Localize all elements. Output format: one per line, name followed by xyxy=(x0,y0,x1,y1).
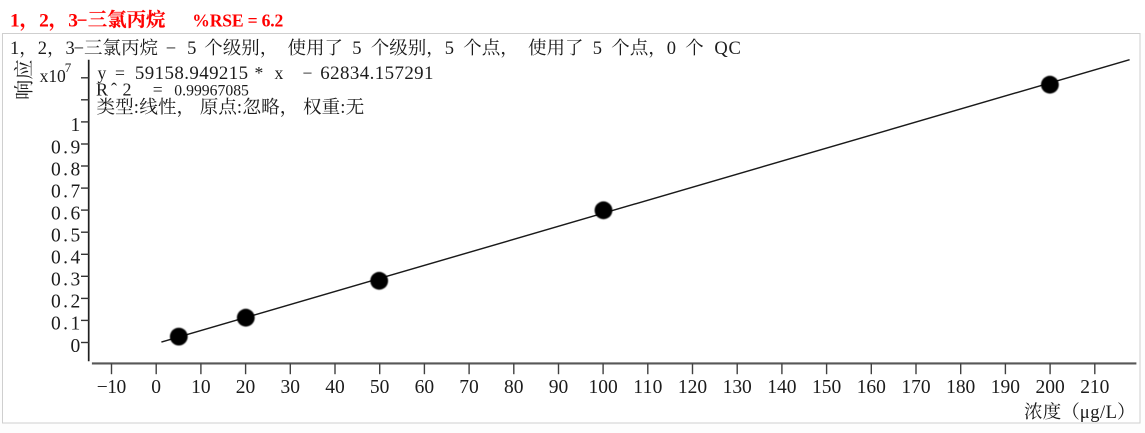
svg-text:7: 7 xyxy=(65,60,72,75)
svg-text:0.4: 0.4 xyxy=(51,248,80,269)
svg-text:0: 0 xyxy=(151,377,161,398)
svg-text:%RSE = 6.2: %RSE = 6.2 xyxy=(192,10,283,30)
svg-text:10: 10 xyxy=(191,377,211,398)
svg-text:70: 70 xyxy=(459,377,479,398)
svg-text:0: 0 xyxy=(667,39,686,59)
svg-text:1: 1 xyxy=(10,39,19,59)
svg-text:0.6: 0.6 xyxy=(51,203,80,224)
svg-text:0.99967085: 0.99967085 xyxy=(174,83,249,100)
svg-text:=: = xyxy=(153,80,163,100)
svg-text:3−: 3− xyxy=(66,39,85,59)
svg-text:*: * xyxy=(255,63,264,83)
svg-text:120: 120 xyxy=(678,377,707,398)
svg-text:0: 0 xyxy=(71,336,81,357)
svg-text:0.7: 0.7 xyxy=(51,181,80,202)
svg-text:2: 2 xyxy=(38,39,47,59)
svg-text:x: x xyxy=(275,63,284,83)
svg-text:0.8: 0.8 xyxy=(51,159,80,180)
svg-text:1: 1 xyxy=(10,10,20,31)
svg-text:170: 170 xyxy=(901,377,930,398)
svg-text:5: 5 xyxy=(584,39,612,59)
svg-text:2: 2 xyxy=(39,10,49,31)
svg-text:5: 5 xyxy=(343,39,371,59)
svg-text:130: 130 xyxy=(723,377,752,398)
svg-text:100: 100 xyxy=(589,377,618,398)
svg-text:μg/L: μg/L xyxy=(1080,402,1117,423)
svg-text:0.5: 0.5 xyxy=(51,226,80,247)
svg-text::: : xyxy=(134,97,139,118)
svg-text:60: 60 xyxy=(415,377,435,398)
svg-text:x10: x10 xyxy=(40,66,66,86)
svg-text:150: 150 xyxy=(812,377,841,398)
svg-text:190: 190 xyxy=(991,377,1020,398)
svg-text:0.9: 0.9 xyxy=(51,137,80,158)
svg-text:140: 140 xyxy=(767,377,796,398)
svg-text:1: 1 xyxy=(71,115,81,136)
svg-text:0.3: 0.3 xyxy=(51,270,80,291)
svg-text:3−: 3− xyxy=(68,10,87,31)
svg-text:90: 90 xyxy=(549,377,569,398)
svg-text:2: 2 xyxy=(123,80,132,100)
svg-text:− 5: − 5 xyxy=(158,39,204,59)
svg-text:R: R xyxy=(96,80,108,100)
svg-text:110: 110 xyxy=(633,377,662,398)
svg-text::: : xyxy=(340,97,345,118)
svg-text:y: y xyxy=(98,63,107,83)
svg-text:0.1: 0.1 xyxy=(51,314,80,335)
svg-text:80: 80 xyxy=(504,377,524,398)
svg-text:180: 180 xyxy=(946,377,975,398)
svg-text:20: 20 xyxy=(236,377,256,398)
svg-text:59158.949215: 59158.949215 xyxy=(135,63,248,84)
svg-text:−10: −10 xyxy=(97,377,127,398)
svg-text:−: − xyxy=(303,63,313,83)
svg-text:210: 210 xyxy=(1080,377,1109,398)
svg-text:=: = xyxy=(115,63,125,83)
svg-text:200: 200 xyxy=(1036,377,1065,398)
svg-text:0.2: 0.2 xyxy=(51,292,80,313)
svg-text:40: 40 xyxy=(325,377,345,398)
svg-text:62834.157291: 62834.157291 xyxy=(320,63,433,84)
svg-text:ˆ: ˆ xyxy=(111,80,117,100)
svg-text::: : xyxy=(237,97,242,118)
svg-text:50: 50 xyxy=(370,377,390,398)
svg-text:30: 30 xyxy=(281,377,301,398)
svg-text:5: 5 xyxy=(445,39,464,59)
svg-text:160: 160 xyxy=(857,377,886,398)
svg-text:QC: QC xyxy=(704,39,741,59)
